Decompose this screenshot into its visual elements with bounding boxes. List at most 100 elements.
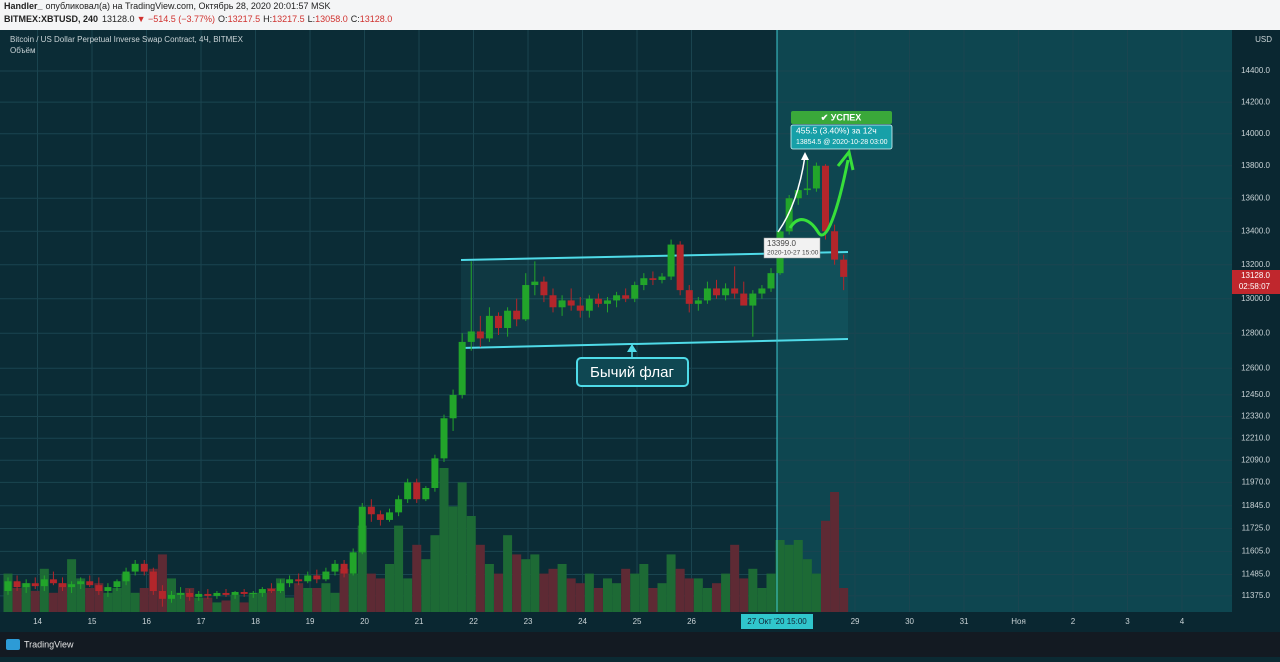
y-tick-label: 13000.0	[1241, 294, 1270, 303]
measure-arrow-head	[801, 152, 809, 160]
volume-bar	[784, 544, 794, 612]
candle-body	[649, 278, 657, 280]
last-price-box	[1232, 270, 1280, 294]
volume-bar	[130, 592, 140, 612]
volume-bar	[239, 602, 249, 612]
brand: TradingView	[6, 639, 74, 650]
volume-bar	[484, 564, 494, 612]
candle-body	[567, 300, 575, 306]
candles-layer	[4, 156, 848, 607]
annotation-pattern: Бычий флаг	[576, 357, 689, 387]
candle-body	[386, 512, 393, 520]
candle-body	[240, 591, 248, 594]
candle-body	[231, 591, 239, 595]
flag-shade	[461, 252, 848, 348]
volume-bar	[266, 588, 276, 612]
start-time: 2020-10-27 15:00	[767, 250, 819, 257]
volume-bar	[666, 554, 676, 612]
candle-body	[794, 190, 802, 199]
candle-body	[558, 300, 566, 308]
volume-bar	[603, 578, 612, 612]
time-axis-bg	[0, 612, 1232, 632]
volume-bar	[684, 578, 694, 612]
last-price: 13128.0	[1241, 271, 1270, 280]
candle-body	[331, 563, 339, 572]
target-label: 13854.5 @ 2020-10-28 03:00	[796, 139, 888, 146]
start-price: 13399.0	[767, 239, 796, 248]
volume-bar	[757, 588, 767, 612]
volume-bar	[439, 468, 449, 612]
x-tick-label: 4	[1180, 617, 1185, 626]
candle-body	[731, 288, 739, 294]
candle-body	[576, 305, 584, 311]
candle-body	[831, 231, 839, 260]
volume-bar	[612, 583, 622, 612]
candle-body	[295, 579, 303, 582]
candle-body	[467, 331, 475, 342]
x-tick-label: 17	[197, 617, 206, 626]
c: 13128.0	[360, 14, 393, 24]
success-arrow-head	[836, 148, 855, 171]
y-tick-label: 13400.0	[1241, 226, 1270, 235]
candle-body	[531, 281, 539, 286]
symbol: BITMEX:XBTUSD, 240	[4, 14, 98, 24]
measure-arrow	[777, 155, 806, 233]
header-bg	[0, 0, 1280, 30]
volume-bar	[811, 573, 821, 612]
volume-bar	[157, 554, 167, 612]
volume-bar	[303, 588, 313, 612]
candle-body	[840, 259, 848, 277]
volume-bar	[821, 520, 830, 612]
candle-body	[86, 581, 94, 586]
price-axis-bg	[1232, 30, 1280, 632]
candle-body	[376, 514, 384, 520]
move-label: 455.5 (3.40%) за 12ч	[796, 125, 877, 135]
candle-body	[13, 581, 21, 588]
projection	[777, 148, 855, 237]
author: Handler_ опубликовал(а) на TradingView.co…	[4, 1, 330, 11]
x-tick-label: 18	[251, 617, 260, 626]
symbol-line: BITMEX:XBTUSD, 240 13128.0 ▼ −514.5 (−3.77…	[4, 14, 392, 24]
last: 13128.0	[102, 14, 135, 24]
pattern-box	[576, 357, 689, 387]
volume-bar	[830, 492, 840, 612]
candle-body	[249, 592, 257, 594]
volume-bar	[103, 592, 113, 612]
volume-layer	[3, 468, 849, 612]
candle-body	[431, 458, 439, 489]
volume-bar	[712, 583, 721, 612]
volume-bar	[194, 597, 204, 612]
x-tick-label: 15	[88, 617, 97, 626]
volume-bar	[375, 578, 385, 612]
x-tick-label: 21	[415, 617, 424, 626]
volume-bar	[58, 583, 67, 612]
volume-bar	[521, 559, 531, 612]
x-tick-label: 3	[1125, 617, 1130, 626]
h-label: H:	[263, 14, 272, 24]
candle-body	[676, 244, 684, 291]
candle-body	[267, 589, 275, 592]
y-tick-label: 13800.0	[1241, 161, 1270, 170]
x-tick-label: 29	[851, 617, 860, 626]
annotation-success: ✔ УСПЕХ 455.5 (3.40%) за 12ч 13854.5 @ 2…	[763, 111, 893, 259]
volume-bar	[294, 583, 304, 612]
volume-bar	[12, 588, 22, 612]
brand-name: TradingView	[24, 639, 74, 649]
candle-body	[113, 581, 121, 588]
candle-body	[749, 293, 757, 306]
candle-body	[785, 198, 793, 232]
candle-body	[622, 295, 630, 299]
footer-bg	[0, 632, 1280, 657]
volume-bar	[512, 554, 522, 612]
volume-bar	[412, 544, 422, 612]
flag-pattern	[460, 251, 849, 358]
candle-body	[395, 499, 403, 513]
candle-body	[177, 592, 185, 595]
volume-bar	[802, 559, 812, 612]
candle-body	[540, 281, 548, 296]
crosshair-label: 27 Окт '20 15:00	[747, 617, 807, 626]
candle-body	[104, 587, 112, 592]
candle-body	[694, 300, 702, 304]
volume-bar	[203, 597, 213, 612]
volume-bar	[621, 568, 631, 612]
